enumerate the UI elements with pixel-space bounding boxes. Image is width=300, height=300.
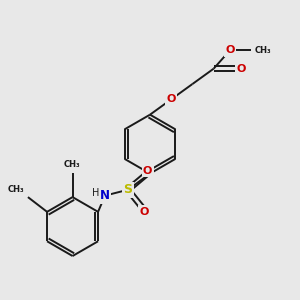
Text: CH₃: CH₃ <box>64 160 80 169</box>
Text: S: S <box>123 183 132 196</box>
Text: O: O <box>225 46 235 56</box>
Text: H: H <box>92 188 100 198</box>
Text: O: O <box>143 166 152 176</box>
Text: CH₃: CH₃ <box>8 184 24 194</box>
Text: O: O <box>140 206 149 217</box>
Text: N: N <box>100 189 110 202</box>
Text: CH₃: CH₃ <box>254 46 271 55</box>
Text: O: O <box>167 94 176 104</box>
Text: O: O <box>236 64 245 74</box>
